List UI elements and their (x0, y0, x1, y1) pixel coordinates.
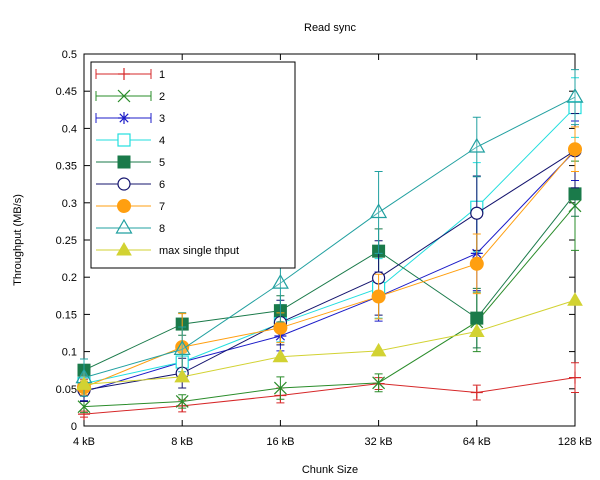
legend-label: 4 (159, 135, 165, 147)
legend-marker (117, 133, 131, 147)
legend-marker (115, 218, 133, 234)
series-9 (76, 292, 583, 390)
data-point (174, 368, 191, 383)
y-tick-label: 0.2 (62, 272, 77, 284)
data-point (272, 348, 289, 363)
x-axis-label: Chunk Size (302, 464, 358, 476)
legend-marker (117, 155, 131, 169)
y-tick-label: 0.35 (56, 161, 77, 173)
legend-marker (117, 177, 131, 191)
legend-label: 5 (159, 157, 165, 169)
data-point (568, 187, 582, 201)
data-point (568, 142, 582, 157)
x-tick-label: 4 kB (73, 436, 95, 448)
series-line (83, 205, 576, 408)
y-tick-label: 0.1 (62, 347, 77, 359)
data-point (372, 376, 386, 390)
series-line (83, 299, 576, 385)
data-point (470, 386, 483, 399)
legend: 1 2 3 4 5 6 7 8 max single thput (90, 61, 296, 269)
x-tick-label: 128 kB (558, 436, 592, 448)
legend-label: 1 (159, 69, 165, 81)
legend-marker (117, 89, 131, 103)
data-point (271, 273, 289, 289)
data-point (566, 87, 584, 103)
legend-entry: 7 (96, 199, 165, 213)
legend-label: 7 (159, 201, 165, 213)
legend-swatch-cap (95, 91, 152, 101)
legend-entry: 3 (95, 112, 165, 125)
legend-entry: max single thput (96, 242, 239, 257)
legend-entry: 4 (96, 133, 165, 147)
y-tick-label: 0.05 (56, 384, 77, 396)
x-tick-label: 8 kB (171, 436, 193, 448)
data-point (569, 371, 581, 384)
series-line (83, 377, 576, 415)
data-point (470, 206, 484, 220)
series-line (83, 107, 576, 385)
chart-title: Read sync (304, 22, 356, 34)
series-line (83, 150, 576, 393)
data-point (371, 289, 386, 304)
y-tick-label: 0.15 (56, 309, 77, 321)
error-bar (374, 171, 383, 254)
legend-label: 6 (159, 179, 165, 191)
legend-entry: 8 (96, 218, 165, 235)
series-1 (78, 362, 581, 421)
data-point (273, 381, 287, 395)
legend-marker (117, 199, 131, 213)
legend-label: 3 (159, 113, 165, 125)
legend-label: 8 (159, 223, 165, 235)
data-point (173, 340, 191, 355)
legend-marker (118, 112, 130, 124)
data-point (77, 400, 91, 414)
y-tick-label: 0 (71, 421, 77, 433)
legend-marker (116, 242, 132, 256)
y-tick-label: 0.4 (62, 123, 77, 135)
series-line (83, 96, 576, 379)
error-bar (571, 69, 579, 126)
x-tick-label: 64 kB (463, 436, 491, 448)
series-line (83, 193, 576, 371)
legend-entry: 6 (96, 177, 165, 191)
y-tick-label: 0.45 (56, 86, 77, 98)
data-point (76, 376, 92, 390)
data-point (175, 395, 189, 408)
y-tick-label: 0.3 (62, 198, 77, 210)
data-point (370, 203, 388, 219)
data-point (469, 256, 484, 271)
legend-swatch-cap (95, 113, 152, 123)
data-point (468, 137, 486, 153)
y-axis-label: Throughput (MB/s) (12, 194, 24, 286)
series-line (83, 150, 576, 391)
series-8 (75, 69, 584, 397)
x-tick-label: 32 kB (365, 436, 393, 448)
data-point (468, 323, 485, 338)
legend-label: max single thput (159, 245, 239, 257)
data-point (567, 292, 583, 306)
plot-area: 0 0.05 0.1 0.15 0.2 0.25 0.3 0.35 0.4 0.45 0.5 4 kB… (56, 49, 593, 448)
legend-entry: 2 (95, 89, 165, 103)
y-tick-label: 0.25 (56, 235, 77, 247)
data-point (273, 320, 288, 335)
legend-marker (118, 68, 130, 80)
legend-label: 2 (159, 91, 165, 103)
legend-entry: 1 (95, 68, 165, 81)
series-2 (77, 160, 582, 414)
legend-swatch-cap (95, 69, 152, 79)
x-tick-label: 16 kB (266, 436, 294, 448)
data-point (470, 311, 484, 325)
y-tick-label: 0.5 (62, 49, 77, 61)
error-bar (472, 116, 481, 178)
data-point (370, 342, 387, 357)
legend-entry: 5 (96, 155, 165, 169)
